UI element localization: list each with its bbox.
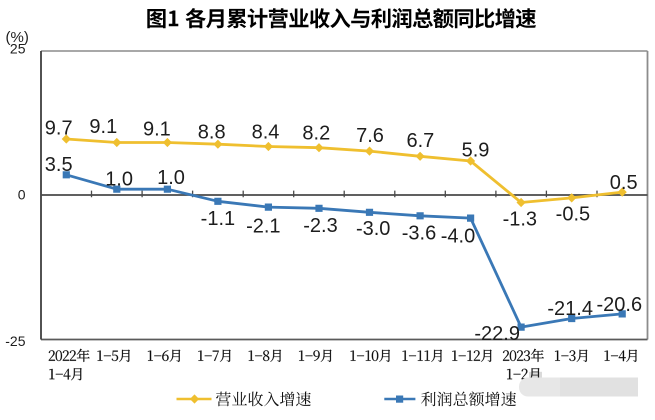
svg-text:8.8: 8.8 xyxy=(198,121,226,143)
svg-text:-3.0: -3.0 xyxy=(356,218,390,240)
svg-text:1.0: 1.0 xyxy=(157,167,185,189)
svg-text:8.2: 8.2 xyxy=(302,122,330,144)
svg-text:6.7: 6.7 xyxy=(406,130,434,152)
svg-text:-3.6: -3.6 xyxy=(402,223,436,245)
svg-text:25: 25 xyxy=(10,41,26,57)
svg-text:9.1: 9.1 xyxy=(89,116,117,138)
svg-text:-21.4: -21.4 xyxy=(547,298,593,320)
svg-text:-2.3: -2.3 xyxy=(303,215,337,237)
svg-text:-4.0: -4.0 xyxy=(441,226,475,248)
svg-text:-1.3: -1.3 xyxy=(503,208,537,230)
svg-text:5.9: 5.9 xyxy=(462,140,490,162)
svg-text:-2.1: -2.1 xyxy=(246,216,280,238)
svg-text:1.0: 1.0 xyxy=(105,168,133,190)
svg-text:0.5: 0.5 xyxy=(610,172,638,194)
svg-text:-0.5: -0.5 xyxy=(556,203,590,225)
svg-text:8.4: 8.4 xyxy=(252,122,280,144)
svg-text:7.6: 7.6 xyxy=(356,125,384,147)
svg-text:-22.9: -22.9 xyxy=(474,323,520,345)
svg-text:3.5: 3.5 xyxy=(45,154,73,176)
svg-text:-20.6: -20.6 xyxy=(597,294,643,316)
svg-text:-25: -25 xyxy=(5,333,25,349)
svg-text:0: 0 xyxy=(18,187,26,203)
svg-text:9.7: 9.7 xyxy=(45,117,73,139)
svg-text:-1.1: -1.1 xyxy=(201,208,235,230)
svg-text:9.1: 9.1 xyxy=(143,119,171,141)
svg-text:(%): (%) xyxy=(6,29,29,46)
